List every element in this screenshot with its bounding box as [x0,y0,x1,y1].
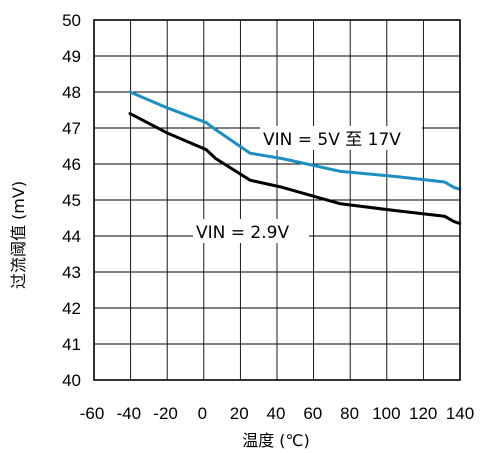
x-tick-label: 80 [340,404,359,423]
x-tick-label: -20 [153,404,178,423]
grid [93,19,461,381]
x-tick-label: 20 [230,404,249,423]
x-axis-title: 温度 (℃) [242,431,310,450]
y-tick-label: 48 [62,83,81,102]
series-annotation-0: VIN = 5V 至 17V [263,130,401,150]
series-annotations: VIN = 5V 至 17V VIN = 2.9V [193,126,422,243]
series-line-0 [128,90,462,191]
x-tick-label: -60 [80,404,105,423]
y-tick-label: 46 [62,155,81,174]
annotation-background [260,126,422,150]
series-annotation-1: VIN = 2.9V [196,223,289,243]
series-group [128,90,462,225]
y-tick-labels: 40 41 42 43 44 45 46 47 48 49 50 [62,11,81,390]
x-tick-label: 120 [409,404,437,423]
x-tick-label: 0 [198,404,207,423]
plot-frame [93,19,461,381]
y-axis-title: 过流阈值 (mV) [9,181,28,289]
y-tick-label: 50 [62,11,81,30]
y-tick-label: 41 [62,335,81,354]
x-tick-label: 100 [372,404,400,423]
y-tick-label: 44 [62,227,81,246]
series-line-1 [128,112,462,225]
y-tick-label: 42 [62,299,81,318]
x-tick-label: 60 [303,404,322,423]
y-tick-label: 45 [62,191,81,210]
y-tick-label: 40 [62,371,81,390]
y-tick-label: 49 [62,47,81,66]
x-tick-label: -40 [117,404,142,423]
plot-border [93,19,461,381]
x-tick-labels: -60 -40 -20 0 20 40 60 80 100 120 140 [80,404,474,423]
annotation-background [193,219,309,243]
y-tick-label: 47 [62,119,81,138]
y-tick-label: 43 [62,263,81,282]
x-tick-label: 40 [267,404,286,423]
x-tick-label: 140 [446,404,474,423]
